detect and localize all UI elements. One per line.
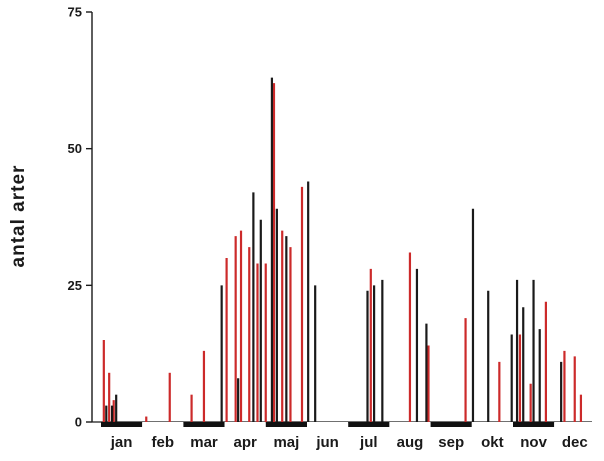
x-tick-label: okt [481,434,504,451]
month-segment [142,422,184,427]
labels-layer: 0 25 50 75 antal arter jan feb mar apr maj jun jul a… [8,5,588,452]
y-tick-label: 0 [75,415,82,430]
y-tick-label: 50 [68,141,82,156]
x-tick-label: dec [562,434,588,451]
x-tick-label: mar [190,434,218,451]
month-segment [389,422,431,427]
x-tick-label: maj [273,434,299,451]
x-tick-label: apr [234,434,258,451]
month-segments [101,422,596,427]
month-segment [307,422,349,427]
x-tick-label: jul [359,434,378,451]
x-tick-label: jun [315,434,339,451]
x-tick-label: jan [110,434,133,451]
month-segment [265,422,307,427]
month-segment [348,422,390,427]
month-segment [224,422,266,427]
y-axis-label: antal arter [8,165,29,268]
y-tick-label: 75 [68,5,82,20]
month-segment [101,422,143,427]
month-segment [471,422,513,427]
month-segment [554,422,596,427]
month-segment [430,422,472,427]
x-tick-label: nov [520,434,547,451]
x-tick-label: feb [152,434,175,451]
month-segment [513,422,555,427]
bars-layer [102,77,583,422]
x-tick-label: aug [397,434,424,451]
x-tick-label: sep [438,434,464,451]
month-segment [183,422,225,427]
y-tick-label: 25 [68,278,82,293]
